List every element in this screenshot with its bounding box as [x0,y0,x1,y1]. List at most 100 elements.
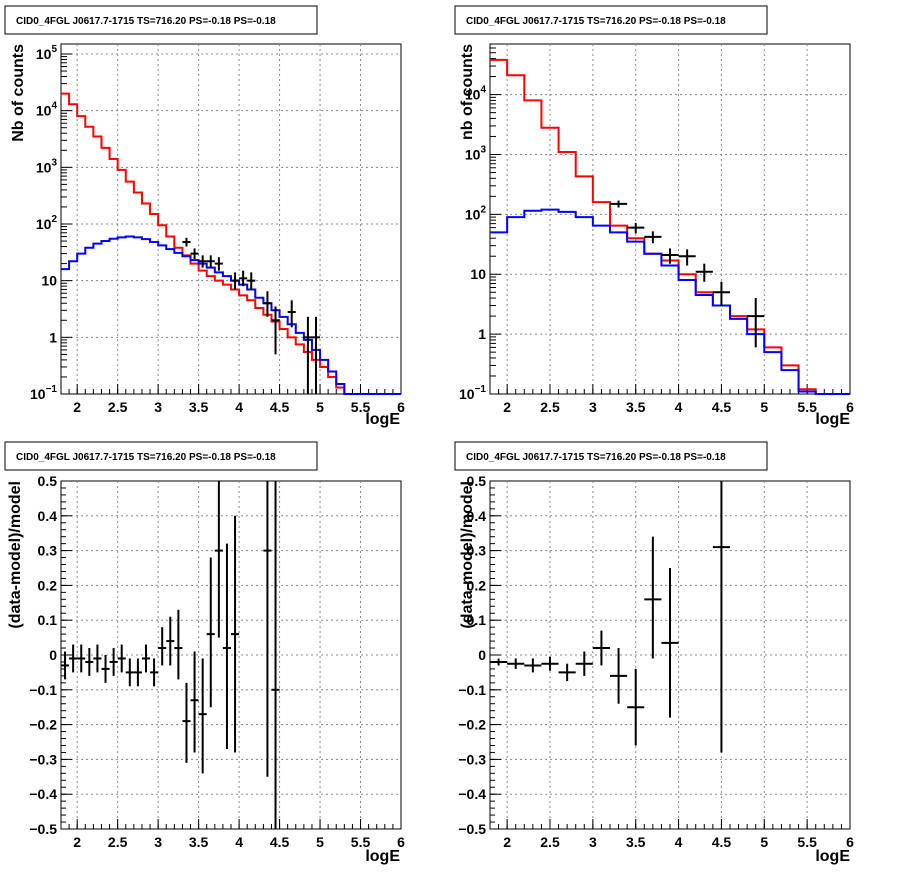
y-tick-label: 0.3 [467,543,487,559]
y-tick-label: −0.2 [29,717,57,733]
x-axis-title: logE [365,411,400,428]
x-tick-label: 5.5 [351,834,371,850]
x-tick-label: 3.5 [626,834,646,850]
y-tick-label: 104 [465,85,487,103]
y-tick-label: 0.1 [38,612,58,628]
data-point [150,658,159,687]
y-tick-label: 0.2 [467,577,487,593]
data-point [507,658,525,669]
data-point [198,255,207,268]
data-point [303,316,312,394]
y-tick-label: −0.4 [458,786,486,802]
x-tick-label: 3 [589,834,597,850]
data-point [214,481,223,638]
x-tick-label: 3 [154,834,162,850]
data-point [182,682,191,763]
y-tick-label: 102 [36,214,58,232]
data-point [182,237,191,247]
x-tick-label: 3 [154,399,162,415]
data-point [610,648,628,704]
y-tick-label: 0.3 [38,543,58,559]
data-point [712,481,730,753]
x-tick-label: 5 [760,399,768,415]
x-tick-label: 4.5 [712,399,732,415]
data-point [231,272,240,290]
data-point [69,644,78,673]
y-tick-label: 1 [49,329,57,345]
y-tick-label: 10−1 [459,384,486,402]
data-point [678,249,696,266]
plot-frame [60,43,402,395]
y-tick-label: −0.5 [29,821,57,837]
x-tick-label: 6 [397,834,405,850]
data-point [174,609,183,680]
y-tick-label: 104 [36,101,58,119]
data-point [524,658,542,673]
y-tick-label: −0.5 [458,821,486,837]
data-point [125,658,134,687]
title-box [454,5,768,35]
y-tick-label: 0.4 [38,508,58,524]
y-tick-label: −0.3 [29,751,57,767]
y-tick-label: 0.5 [38,473,58,489]
data-point [311,316,321,394]
data-point [627,668,645,746]
panel-counts-left: 10−1 1 10 102 103 104 105 2 2.5 3 3.5 4 4.5 5 5.5 6 CI… [4,5,405,428]
data-point [101,655,110,683]
data-point [644,231,662,244]
data-point [712,281,730,306]
x-tick-label: 5 [316,399,324,415]
data-point [271,481,280,829]
source_model-histogram [490,208,850,395]
x-tick-label: 3 [589,399,597,415]
y-tick-label: −0.3 [458,751,486,767]
y-tick-label: 102 [465,204,487,222]
x-axis-title: logE [815,411,850,428]
data-point [661,248,679,264]
x-tick-label: 2.5 [540,399,560,415]
y-tick-label: 105 [36,44,58,62]
data-point [206,255,215,268]
data-point [133,658,142,687]
data-point [198,658,207,774]
data-point [222,543,231,749]
data-point [190,248,199,260]
y-tick-label: −0.4 [29,786,57,802]
data-point [287,300,296,328]
y-tick-label: 10 [470,266,486,282]
panel-residuals-left: −0.5 −0.4 −0.3 −0.2 −0.1 0 0.1 0.2 0.3 0.4 0.5 2 2.… [4,441,405,865]
data-point [541,656,559,671]
title-box [4,5,318,35]
data-point [141,644,151,673]
x-axis-title: logE [815,848,850,865]
data-point [490,658,508,666]
data-point [558,663,576,682]
x-tick-label: 4 [675,834,683,850]
panel-counts-right: 10−1 1 10 102 103 104 2 2.5 3 3.5 4 4.5 5 5.5 6 CID0_… [454,5,854,428]
x-tick-label: 3.5 [189,399,209,415]
y-axis-title: Nb of counts [10,44,27,142]
data-point [575,651,593,676]
x-tick-label: 3.5 [189,834,209,850]
data-point [206,557,215,708]
data-point [247,272,256,290]
plot-frame [489,43,851,395]
x-tick-label: 6 [846,834,854,850]
data-point [166,616,175,666]
chart-title: CID0_4FGL J0617.7-1715 TS=716.20 PS=-0.1… [466,452,726,463]
y-tick-label: 103 [36,157,58,175]
total_model-histogram [490,58,850,395]
y-tick-label: −0.1 [458,682,486,698]
x-tick-label: 2.5 [108,399,128,415]
data-point [695,263,713,282]
panel-residuals-right: −0.5 −0.4 −0.3 −0.2 −0.1 0 0.1 0.2 0.3 0.4 0.5 2 2.… [454,441,854,865]
data-point [239,270,248,287]
x-tick-label: 2.5 [108,834,128,850]
y-tick-label: 0 [49,647,57,663]
x-tick-label: 2 [73,399,81,415]
x-tick-label: 4.5 [270,399,290,415]
x-tick-label: 5 [316,834,324,850]
x-tick-label: 2.5 [540,834,560,850]
x-tick-label: 6 [397,399,405,415]
